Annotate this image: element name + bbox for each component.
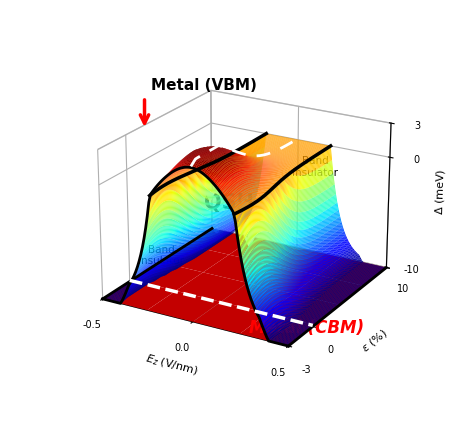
Text: Band
insulator: Band insulator bbox=[138, 245, 184, 266]
X-axis label: $E_z$ (V/nm): $E_z$ (V/nm) bbox=[144, 352, 200, 378]
Text: Metal (CBM): Metal (CBM) bbox=[249, 319, 365, 337]
Text: Band
insulator: Band insulator bbox=[292, 156, 338, 178]
Text: QSH: QSH bbox=[203, 193, 254, 213]
Y-axis label: $\varepsilon$ (%): $\varepsilon$ (%) bbox=[359, 326, 391, 355]
Text: Metal (VBM): Metal (VBM) bbox=[151, 78, 257, 93]
